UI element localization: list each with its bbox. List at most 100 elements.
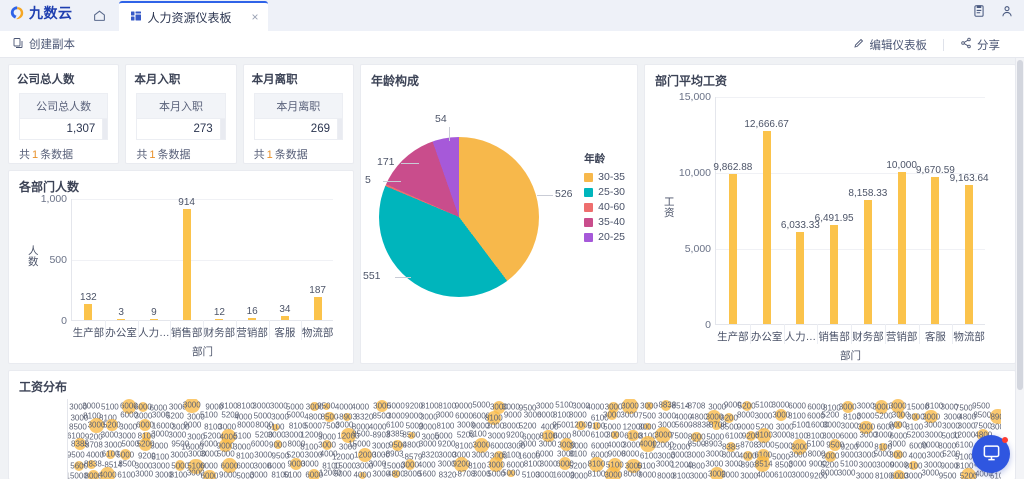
scatter-point[interactable] [488, 457, 504, 472]
scatter-point[interactable] [756, 428, 772, 443]
scatter-point[interactable] [321, 440, 333, 451]
scatter-point[interactable] [893, 421, 902, 430]
scatter-point[interactable] [358, 447, 373, 462]
scatter-point[interactable] [893, 469, 906, 479]
scatter-point[interactable] [859, 420, 873, 435]
scatter-point[interactable] [290, 457, 303, 470]
scatter-point[interactable] [576, 420, 586, 431]
kpi-scrollbar[interactable] [103, 118, 109, 140]
scatter-point[interactable] [139, 418, 152, 431]
scatter-point[interactable] [271, 423, 280, 431]
chat-support-button[interactable] [972, 435, 1010, 473]
legend-item-40-60[interactable]: 40-60 [584, 201, 625, 213]
scatter-point[interactable] [741, 401, 752, 412]
bar[interactable] [149, 318, 158, 320]
kpi-scrollbar[interactable] [337, 118, 343, 140]
scatter-point[interactable] [990, 408, 1001, 425]
legend-item-30-35[interactable]: 30-35 [584, 171, 625, 183]
scatter-point[interactable] [643, 423, 651, 431]
scatter-point[interactable] [121, 399, 137, 414]
page-scrollbar-thumb[interactable] [1017, 60, 1023, 390]
bar[interactable] [182, 208, 191, 320]
bar[interactable] [897, 172, 906, 324]
scatter-point[interactable] [273, 440, 282, 449]
scatter-point[interactable] [137, 401, 148, 412]
scatter-point[interactable] [73, 460, 85, 472]
scatter-point[interactable] [660, 399, 672, 411]
scatter-point[interactable] [407, 431, 415, 439]
chart-department-average-salary[interactable]: 0 5,000 10,000 15,000 9,862.88 生产部 12,666.67 办公… [664, 91, 989, 362]
scatter-point[interactable] [142, 432, 151, 441]
bar[interactable] [796, 232, 805, 324]
scatter-point[interactable] [100, 467, 116, 479]
scatter-point[interactable] [358, 471, 366, 479]
scatter-point[interactable] [473, 437, 489, 453]
bar[interactable] [728, 174, 737, 324]
scatter-point[interactable] [960, 468, 977, 479]
bar[interactable] [830, 225, 839, 324]
bar[interactable] [117, 318, 126, 320]
kpi-scrollbar[interactable] [220, 118, 226, 140]
scatter-point[interactable] [745, 431, 756, 441]
scatter-point[interactable] [222, 458, 237, 473]
edit-dashboard-button[interactable]: 编辑仪表板 [837, 37, 944, 53]
bar[interactable] [248, 318, 257, 320]
scatter-point[interactable] [203, 469, 216, 479]
scatter-point[interactable] [879, 442, 888, 451]
scatter-point[interactable] [893, 449, 903, 460]
pie-chart-age[interactable]: 526 551 5 171 54 [363, 113, 573, 297]
tab-hr-dashboard[interactable]: 人力资源仪表板 × [118, 1, 268, 31]
scatter-point[interactable] [890, 399, 905, 413]
home-icon[interactable] [87, 2, 113, 28]
scatter-point[interactable] [391, 469, 400, 479]
clipboard-icon[interactable] [972, 4, 986, 18]
scatter-point[interactable] [558, 457, 572, 470]
close-icon[interactable]: × [251, 10, 259, 24]
scatter-point[interactable] [611, 431, 619, 439]
scatter-point[interactable] [106, 419, 118, 431]
chart-department-headcount[interactable]: 0 500 1,000 132 生产部 3 办公室 9 人力… 914 销售部 12 财务部 16 营销部 3… [28, 193, 333, 358]
scatter-point[interactable] [340, 428, 356, 444]
scatter-point[interactable] [909, 461, 918, 470]
scatter-point[interactable] [607, 409, 617, 420]
scatter-point[interactable] [375, 399, 389, 413]
scatter-point[interactable] [742, 451, 753, 461]
scatter-point[interactable] [492, 401, 506, 414]
scatter-point[interactable] [486, 410, 501, 425]
scatter-point[interactable] [322, 402, 330, 410]
bar[interactable] [313, 297, 322, 320]
brand-logo[interactable]: 九数云 [0, 0, 81, 31]
scatter-point[interactable] [392, 440, 404, 451]
scatter-point[interactable] [542, 429, 555, 443]
bar[interactable] [215, 318, 224, 320]
scatter-point[interactable] [188, 458, 204, 475]
scatter-point[interactable] [87, 459, 97, 469]
scatter-point[interactable] [825, 451, 836, 462]
user-icon[interactable] [1000, 4, 1014, 18]
scatter-point[interactable] [829, 439, 842, 452]
scatter-point[interactable] [754, 456, 771, 472]
legend-item-25-30[interactable]: 25-30 [584, 186, 625, 198]
scatter-point[interactable] [608, 401, 620, 413]
scatter-point[interactable] [712, 420, 721, 430]
scatter-point[interactable] [342, 413, 351, 421]
scatter-point[interactable] [493, 450, 504, 461]
scatter-point[interactable] [507, 469, 515, 477]
scatter-point[interactable] [841, 400, 854, 413]
scatter-point[interactable] [622, 399, 638, 414]
scatter-point[interactable] [640, 436, 656, 453]
scatter-point[interactable] [119, 449, 131, 461]
bar[interactable] [931, 177, 940, 324]
scatter-point[interactable] [724, 412, 734, 423]
scatter-point[interactable] [605, 467, 622, 479]
scatter-point[interactable] [626, 458, 641, 474]
scatter-point[interactable] [655, 427, 672, 444]
bar[interactable] [762, 131, 771, 324]
scatter-point[interactable] [308, 469, 321, 479]
scatter-point[interactable] [775, 408, 788, 421]
scatter-point[interactable] [174, 460, 186, 472]
scatter-point[interactable] [219, 439, 232, 452]
scatter-point[interactable] [691, 431, 703, 443]
legend-item-20-25[interactable]: 20-25 [584, 231, 625, 243]
bar[interactable] [965, 184, 974, 324]
